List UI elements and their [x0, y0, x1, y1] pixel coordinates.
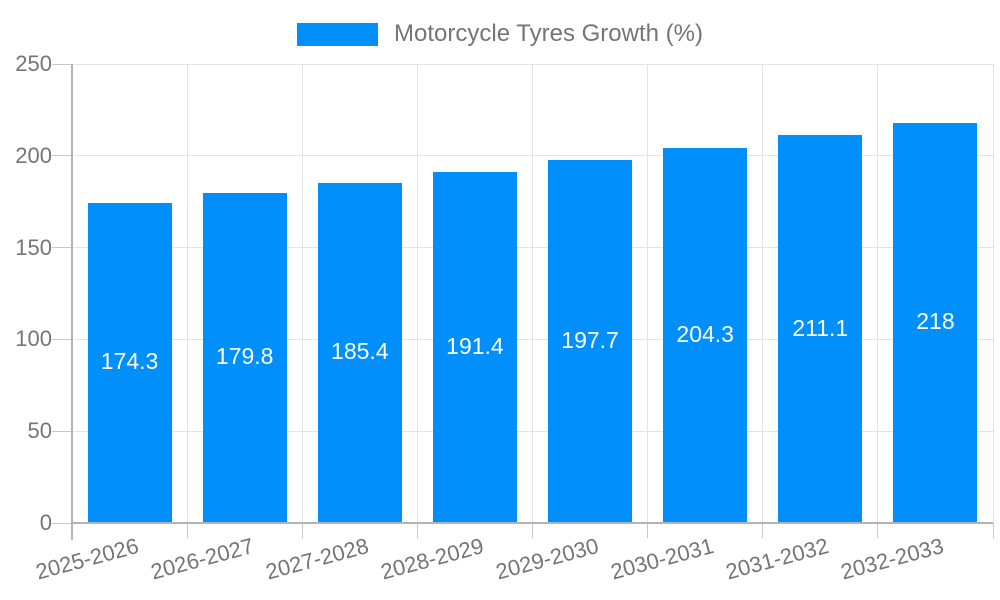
y-tick: [52, 63, 72, 65]
y-axis-line: [71, 64, 73, 540]
bar[interactable]: 185.4: [317, 182, 402, 522]
x-tick: [416, 523, 418, 538]
bar-value-label: 185.4: [331, 338, 389, 365]
v-gridline: [877, 64, 879, 523]
x-axis-line: [71, 522, 993, 524]
v-gridline: [301, 64, 303, 523]
v-gridline: [186, 64, 188, 523]
y-axis-label: 0: [39, 510, 52, 535]
legend-swatch: [297, 22, 379, 46]
y-axis-label: 200: [15, 142, 52, 168]
legend-label: Motorcycle Tyres Growth (%): [394, 20, 703, 47]
bar-value-label: 179.8: [215, 343, 274, 370]
x-tick: [532, 523, 533, 538]
y-tick: [52, 155, 72, 157]
v-gridline: [992, 64, 994, 523]
bar[interactable]: 191.4: [432, 171, 517, 522]
bar[interactable]: 204.3: [663, 147, 748, 522]
y-tick: [52, 338, 72, 340]
v-gridline: [762, 64, 764, 523]
y-tick: [52, 430, 72, 432]
bar[interactable]: 179.8: [202, 192, 287, 522]
legend[interactable]: Motorcycle Tyres Growth (%): [0, 20, 1000, 48]
x-tick: [647, 523, 649, 538]
v-gridline: [647, 64, 649, 523]
bar[interactable]: 174.3: [87, 202, 172, 522]
y-axis-label: 50: [27, 418, 52, 444]
x-tick: [301, 523, 303, 538]
y-axis-label: 150: [15, 234, 52, 260]
bar-value-label: 204.3: [676, 320, 734, 347]
bar-value-label: 174.3: [100, 348, 159, 375]
y-tick: [52, 522, 72, 524]
x-tick: [186, 523, 188, 538]
bar[interactable]: 197.7: [548, 160, 633, 522]
v-gridline: [532, 64, 533, 523]
v-gridline: [416, 64, 418, 523]
x-tick: [762, 523, 764, 538]
bar-value-label: 211.1: [792, 314, 849, 341]
bar[interactable]: 211.1: [778, 135, 863, 522]
y-tick: [52, 247, 72, 249]
bar-value-label: 191.4: [446, 332, 504, 359]
bar[interactable]: 218: [893, 122, 978, 522]
y-axis-label: 100: [15, 326, 52, 352]
y-axis-label: 250: [15, 51, 52, 76]
bar-value-label: 218: [916, 308, 955, 335]
x-tick: [877, 523, 879, 538]
x-tick: [992, 523, 994, 538]
bar-value-label: 197.7: [561, 327, 619, 353]
